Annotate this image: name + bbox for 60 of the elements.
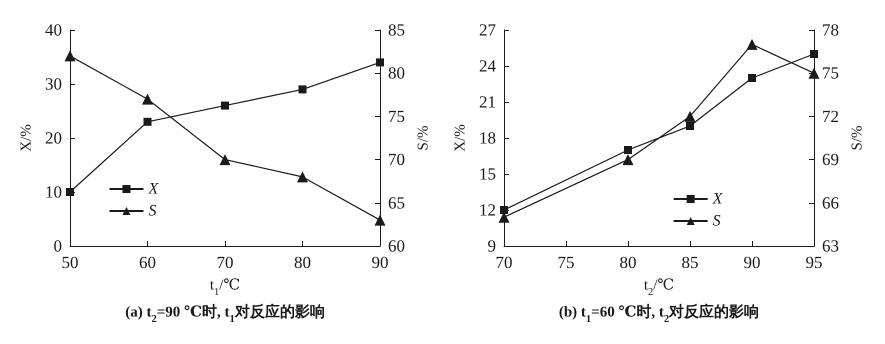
y-tick-label: 9 (488, 236, 496, 256)
y2-tick-label: 69 (822, 150, 839, 170)
point (808, 68, 820, 79)
y-axis-title: X/% (452, 124, 468, 152)
y2-tick-label: 63 (822, 236, 839, 256)
y2-tick-label: 72 (822, 106, 839, 126)
y-tick-label: 24 (479, 56, 496, 76)
point (144, 118, 152, 126)
y-tick-label: 20 (45, 128, 62, 148)
point (810, 50, 818, 58)
y2-axis-title: S/% (416, 125, 432, 151)
y2-tick-label: 65 (388, 193, 405, 212)
y2-tick-label: 60 (388, 236, 405, 256)
y-tick-label: 10 (45, 182, 62, 202)
x-tick-label: 90 (744, 253, 760, 272)
y-tick-label: 21 (479, 92, 496, 112)
x-tick-label: 60 (139, 253, 156, 272)
y2-tick-label: 75 (822, 64, 839, 83)
y2-tick-label: 70 (388, 150, 405, 170)
point (221, 102, 229, 110)
point (142, 94, 153, 105)
y-tick-label: 27 (479, 20, 496, 40)
point (686, 122, 694, 130)
x-tick-label: 95 (806, 253, 822, 272)
point (622, 154, 634, 166)
x-tick-label: 85 (682, 253, 698, 272)
legend-label: X (147, 180, 160, 198)
point (297, 171, 308, 182)
x-tick-label: 70 (496, 253, 512, 272)
y-tick-label: 18 (479, 128, 496, 148)
x-tick-label: 90 (372, 253, 388, 272)
y2-tick-label: 78 (822, 20, 839, 40)
y-tick-label: 30 (45, 74, 62, 94)
y2-tick-label: 85 (388, 20, 405, 40)
x-tick-label: 70 (216, 253, 234, 272)
point (684, 110, 696, 122)
y2-tick-label: 75 (388, 106, 405, 126)
x-tick-label: 75 (558, 253, 574, 272)
point (220, 154, 230, 166)
y-tick-label: 40 (45, 20, 62, 40)
y-tick-label: 12 (479, 200, 496, 220)
legend-label: S (712, 212, 721, 230)
point (374, 214, 386, 226)
y-axis-title: X/% (18, 124, 34, 152)
x-tick-label: 50 (62, 253, 78, 272)
point (748, 74, 756, 82)
legend-label: X (712, 190, 724, 208)
point (376, 58, 384, 66)
y2-axis-title: S/% (850, 125, 866, 151)
y-tick-label: 0 (54, 236, 62, 256)
point (624, 146, 632, 154)
y2-tick-label: 66 (822, 193, 839, 212)
point (746, 38, 758, 50)
x-tick-label: 80 (294, 253, 311, 272)
point (64, 50, 76, 62)
x-tick-label: 80 (620, 253, 636, 272)
legend-label: S (148, 202, 156, 220)
y2-tick-label: 80 (388, 64, 405, 83)
point (298, 85, 306, 94)
y-tick-label: 15 (479, 164, 496, 184)
